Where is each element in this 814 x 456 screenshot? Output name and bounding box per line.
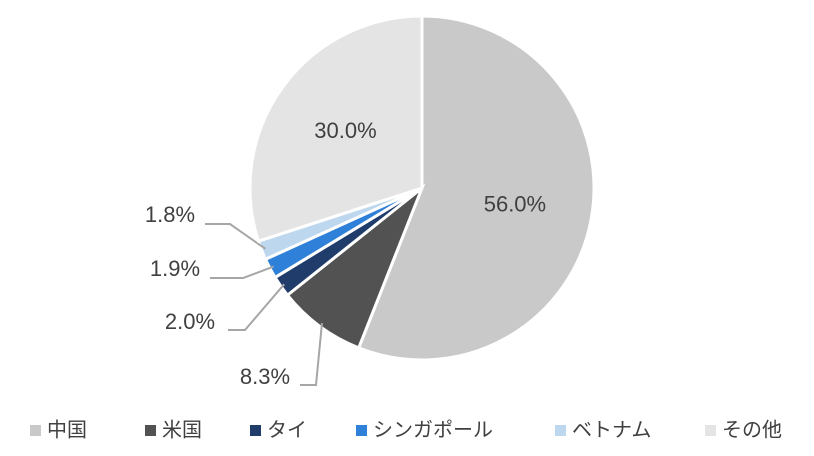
legend-marker [250, 425, 261, 436]
legend-marker [356, 425, 367, 436]
legend-marker [145, 425, 156, 436]
legend-label: シンガポール [373, 418, 493, 441]
data-label: 1.8% [145, 202, 195, 227]
legend-label: その他 [722, 418, 782, 441]
legend-marker [30, 425, 41, 436]
leader-line [210, 265, 274, 279]
legend-label: タイ [267, 418, 307, 441]
data-label: 56.0% [484, 192, 546, 217]
leader-line [228, 283, 286, 331]
leader-line [300, 322, 323, 386]
data-label: 8.3% [240, 364, 290, 389]
data-label: 30.0% [314, 118, 376, 143]
pie-slice [248, 14, 424, 244]
legend-label: 米国 [162, 418, 202, 441]
legend-marker [705, 425, 716, 436]
pie-slice [285, 183, 426, 350]
pie-slice [356, 14, 596, 362]
legend-marker [555, 425, 566, 436]
data-label: 1.9% [150, 256, 200, 281]
legend-label: ベトナム [572, 419, 651, 441]
data-label: 2.0% [165, 309, 215, 334]
legend-label: 中国 [47, 418, 87, 441]
leader-line [205, 223, 266, 250]
